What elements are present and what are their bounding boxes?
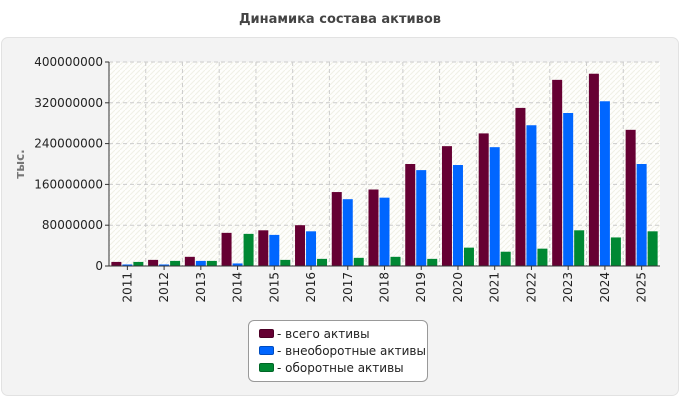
bar xyxy=(563,113,574,266)
bar xyxy=(625,129,636,266)
x-tick-label: 2025 xyxy=(635,272,649,303)
bar xyxy=(405,164,416,266)
bar xyxy=(148,259,159,266)
bar xyxy=(636,164,647,266)
legend-swatch-noncurrent xyxy=(259,346,274,355)
bar xyxy=(353,257,364,266)
bar xyxy=(489,147,500,266)
bar xyxy=(269,234,280,266)
x-tick-label: 2012 xyxy=(157,272,171,303)
bar xyxy=(390,256,401,266)
legend-item-noncurrent: - внеоборотные активы xyxy=(259,342,427,359)
legend-label-total: - всего активы xyxy=(277,326,370,341)
x-tick-label: 2014 xyxy=(231,272,245,303)
bar xyxy=(170,260,181,266)
y-tick-label: 240000000 xyxy=(34,137,103,151)
y-axis-title: тыс. xyxy=(13,149,27,178)
x-tick-label: 2018 xyxy=(378,272,392,303)
bar xyxy=(610,237,621,266)
bar xyxy=(221,232,232,266)
bar xyxy=(342,199,353,266)
legend-item-total: - всего активы xyxy=(259,325,427,342)
x-tick-label: 2022 xyxy=(524,272,538,303)
bar xyxy=(441,146,452,266)
x-tick-label: 2023 xyxy=(561,272,575,303)
bar xyxy=(184,256,195,266)
bar xyxy=(552,79,563,266)
bar xyxy=(379,197,390,266)
bar xyxy=(295,225,306,266)
bar xyxy=(122,264,133,266)
x-tick-label: 2016 xyxy=(304,272,318,303)
bar xyxy=(500,251,511,266)
legend-swatch-current xyxy=(259,363,274,372)
legend-item-current: - оборотные активы xyxy=(259,359,427,376)
bar xyxy=(159,264,170,266)
x-tick-label: 2021 xyxy=(488,272,502,303)
bar xyxy=(317,258,328,266)
x-tick-label: 2019 xyxy=(414,272,428,303)
bar xyxy=(111,261,122,266)
legend-swatch-total xyxy=(259,329,274,338)
x-tick-label: 2017 xyxy=(341,272,355,303)
bar xyxy=(452,165,463,266)
legend-label-noncurrent: - внеоборотные активы xyxy=(277,343,426,358)
bar xyxy=(232,263,243,266)
bar xyxy=(537,248,548,266)
y-tick-label: 320000000 xyxy=(34,96,103,110)
bar xyxy=(368,189,379,266)
bar xyxy=(416,170,427,266)
bar xyxy=(647,231,658,266)
bar xyxy=(427,258,438,266)
bar xyxy=(463,247,474,266)
bar xyxy=(306,231,317,266)
legend: - всего активы - внеоборотные активы - о… xyxy=(248,320,428,382)
bar xyxy=(195,260,206,266)
x-tick-label: 2013 xyxy=(194,272,208,303)
chart-title: Динамика состава активов xyxy=(238,12,442,27)
bar xyxy=(515,107,526,267)
bar xyxy=(599,101,610,267)
y-tick-label: 160000000 xyxy=(34,177,103,191)
bar xyxy=(243,233,254,266)
bar xyxy=(331,192,342,266)
bar xyxy=(133,261,144,266)
y-tick-label: 0 xyxy=(95,259,103,273)
legend-label-current: - оборотные активы xyxy=(277,360,404,375)
bar xyxy=(206,260,217,266)
bar xyxy=(526,125,537,267)
x-tick-label: 2024 xyxy=(598,272,612,303)
x-tick-label: 2015 xyxy=(267,272,281,303)
bar xyxy=(574,230,585,266)
y-tick-label: 400000000 xyxy=(34,55,103,69)
x-tick-label: 2011 xyxy=(120,272,134,303)
y-tick-label: 80000000 xyxy=(42,218,103,232)
bar xyxy=(280,259,291,266)
bar xyxy=(478,133,489,266)
x-tick-label: 2020 xyxy=(451,272,465,303)
bar xyxy=(258,230,269,266)
bar xyxy=(588,73,599,266)
